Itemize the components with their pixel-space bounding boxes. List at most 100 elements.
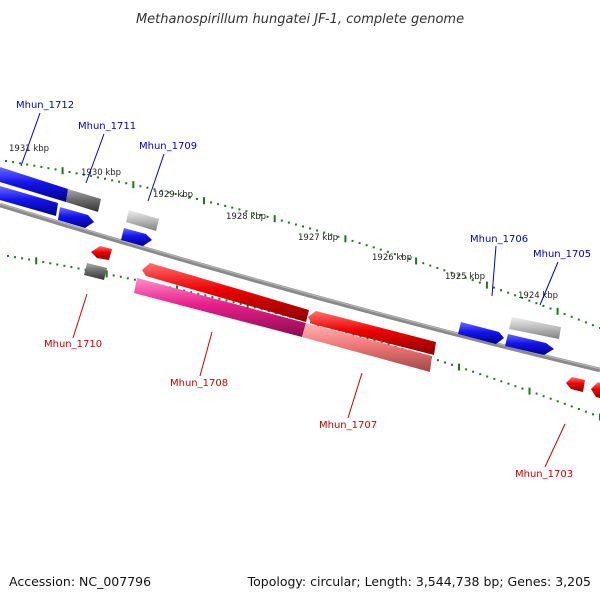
upper-scale-minor-tick [577,318,580,321]
upper-scale-minor-tick [436,267,439,269]
upper-scale-minor-tick [464,276,467,279]
gene-feature-mhun-1711[interactable] [0,186,58,216]
upper-scale-minor-tick [443,269,446,272]
gene-feature-mhun-1707-red[interactable] [308,311,436,355]
gene-feature-mhun-1705-gray[interactable] [509,317,561,339]
gene-label-mhun-1703[interactable]: Mhun_1703 [515,469,573,480]
lower-scale-minor-tick [380,341,383,344]
gene-feature-mhun-1708-red[interactable] [142,263,309,322]
gene-feature-mhun-1705[interactable] [505,334,554,355]
lower-scale-minor-tick [570,405,573,408]
upper-scale-minor-tick [139,185,142,188]
lower-scale-minor-tick [479,373,482,376]
upper-scale-minor-tick [125,182,128,185]
gene-feature-mhun-1709[interactable] [121,228,152,246]
gene-label-mhun-1707[interactable]: Mhun_1707 [319,420,377,431]
gene-label-mhun-1708[interactable]: Mhun_1708 [170,378,228,389]
lower-scale-minor-tick [563,402,566,405]
lower-scale-minor-tick [373,339,376,342]
lower-scale-minor-tick [592,413,594,416]
lower-scale-minor-tick [514,385,517,388]
lower-scale-minor-tick [126,277,129,280]
upper-scale-minor-tick [280,219,283,222]
upper-scale-minor-tick [500,289,502,292]
gene-labels: Mhun_1712 Mhun_1711 Mhun_1709 Mhun_1706 … [16,100,591,480]
map-title: Methanospirillum hungatei JF-1, complete… [136,12,464,27]
lower-scale-minor-tick [493,377,496,380]
upper-scale-minor-tick [492,286,495,289]
lower-scale-minor-tick [119,275,122,278]
scale-label-1929: 1929 kbp [153,190,193,200]
upper-scale-minor-tick [422,262,425,265]
upper-scale-minor-tick [259,213,262,216]
lower-scale-minor-tick [577,408,580,410]
lower-scale-minor-tick [232,301,235,304]
upper-scale-minor-tick [330,233,333,236]
upper-scale-minor-tick [47,167,50,170]
gene-label-mhun-1710[interactable]: Mhun_1710 [44,339,102,350]
upper-scale-major-tick [61,167,64,175]
upper-scale-minor-tick [195,198,198,200]
upper-scale-minor-tick [174,193,177,195]
gene-feature-mhun-1712-gray[interactable] [66,189,101,212]
lower-scale-minor-tick [549,397,552,400]
upper-scale-minor-tick [12,161,15,164]
gene-feature-mhun-1703[interactable] [591,382,600,398]
scale-label-1925: 1925 kbp [445,272,485,282]
lower-scale-minor-tick [535,392,538,395]
gene-feature-mhun-1703-red[interactable] [566,377,585,392]
upper-scale-minor-tick [386,250,389,253]
lower-scale-major-tick [528,387,531,395]
gene-label-mhun-1711[interactable]: Mhun_1711 [78,121,136,132]
upper-scale-minor-tick [111,179,114,182]
upper-scale-minor-tick [535,302,538,305]
gene-label-mhun-1709[interactable]: Mhun_1709 [139,141,197,152]
lower-scale-minor-tick [366,337,369,340]
gene-feature-mhun-1710-red[interactable] [91,246,112,260]
upper-scale-minor-tick [528,299,531,302]
lower-scale-minor-tick [112,274,115,277]
lower-scale-minor-tick [56,263,59,266]
gene-label-mhun-1705[interactable]: Mhun_1705 [533,249,591,260]
upper-scale-minor-tick [217,203,220,206]
lower-scale-minor-tick [486,375,489,378]
upper-scale-minor-tick [96,176,99,179]
leader-mhun-1706 [491,245,497,297]
gene-feature-light-gray[interactable] [126,210,159,231]
lower-scale-minor-tick [211,296,214,299]
lower-scale-minor-tick [28,258,31,261]
gene-feature-mhun-1711b[interactable] [58,207,94,228]
upper-scale-minor-tick [429,264,432,267]
gene-feature-mhun-1708[interactable] [134,278,306,337]
upper-scale-minor-tick [231,206,234,209]
upper-scale-major-tick [203,197,205,205]
upper-scale-minor-tick [224,204,227,207]
gene-feature-mhun-1707[interactable] [302,323,432,372]
upper-scale-minor-tick [26,163,29,166]
upper-scale-minor-tick [549,307,552,310]
gene-feature-mhun-1712[interactable] [0,167,68,202]
accession-text: Accession: NC_007796 [9,574,151,589]
lower-scale-minor-tick [183,289,186,292]
upper-scale-minor-tick [302,225,304,228]
upper-scale-minor-tick [266,215,269,218]
upper-scale-minor-tick [287,221,290,224]
upper-scale-minor-tick [118,180,121,183]
lower-scale-major-tick [105,270,108,278]
upper-scale-minor-tick [75,172,78,175]
gene-label-mhun-1712[interactable]: Mhun_1712 [16,100,74,111]
lower-scale-minor-tick [14,256,16,259]
upper-scale-minor-tick [89,175,92,177]
gene-feature-mhun-1710[interactable] [84,263,107,280]
upper-scale-minor-tick [167,191,170,194]
upper-scale-minor-tick [563,313,566,315]
lower-scale-minor-tick [542,395,545,398]
upper-scale-minor-tick [478,281,481,284]
upper-scale-minor-tick [514,294,517,297]
upper-scale-minor-tick [153,188,156,191]
gene-label-mhun-1706[interactable]: Mhun_1706 [470,234,528,245]
gene-feature-mhun-1706[interactable] [458,322,504,344]
upper-scale-major-tick [344,235,347,243]
lower-scale-minor-tick [253,306,256,309]
